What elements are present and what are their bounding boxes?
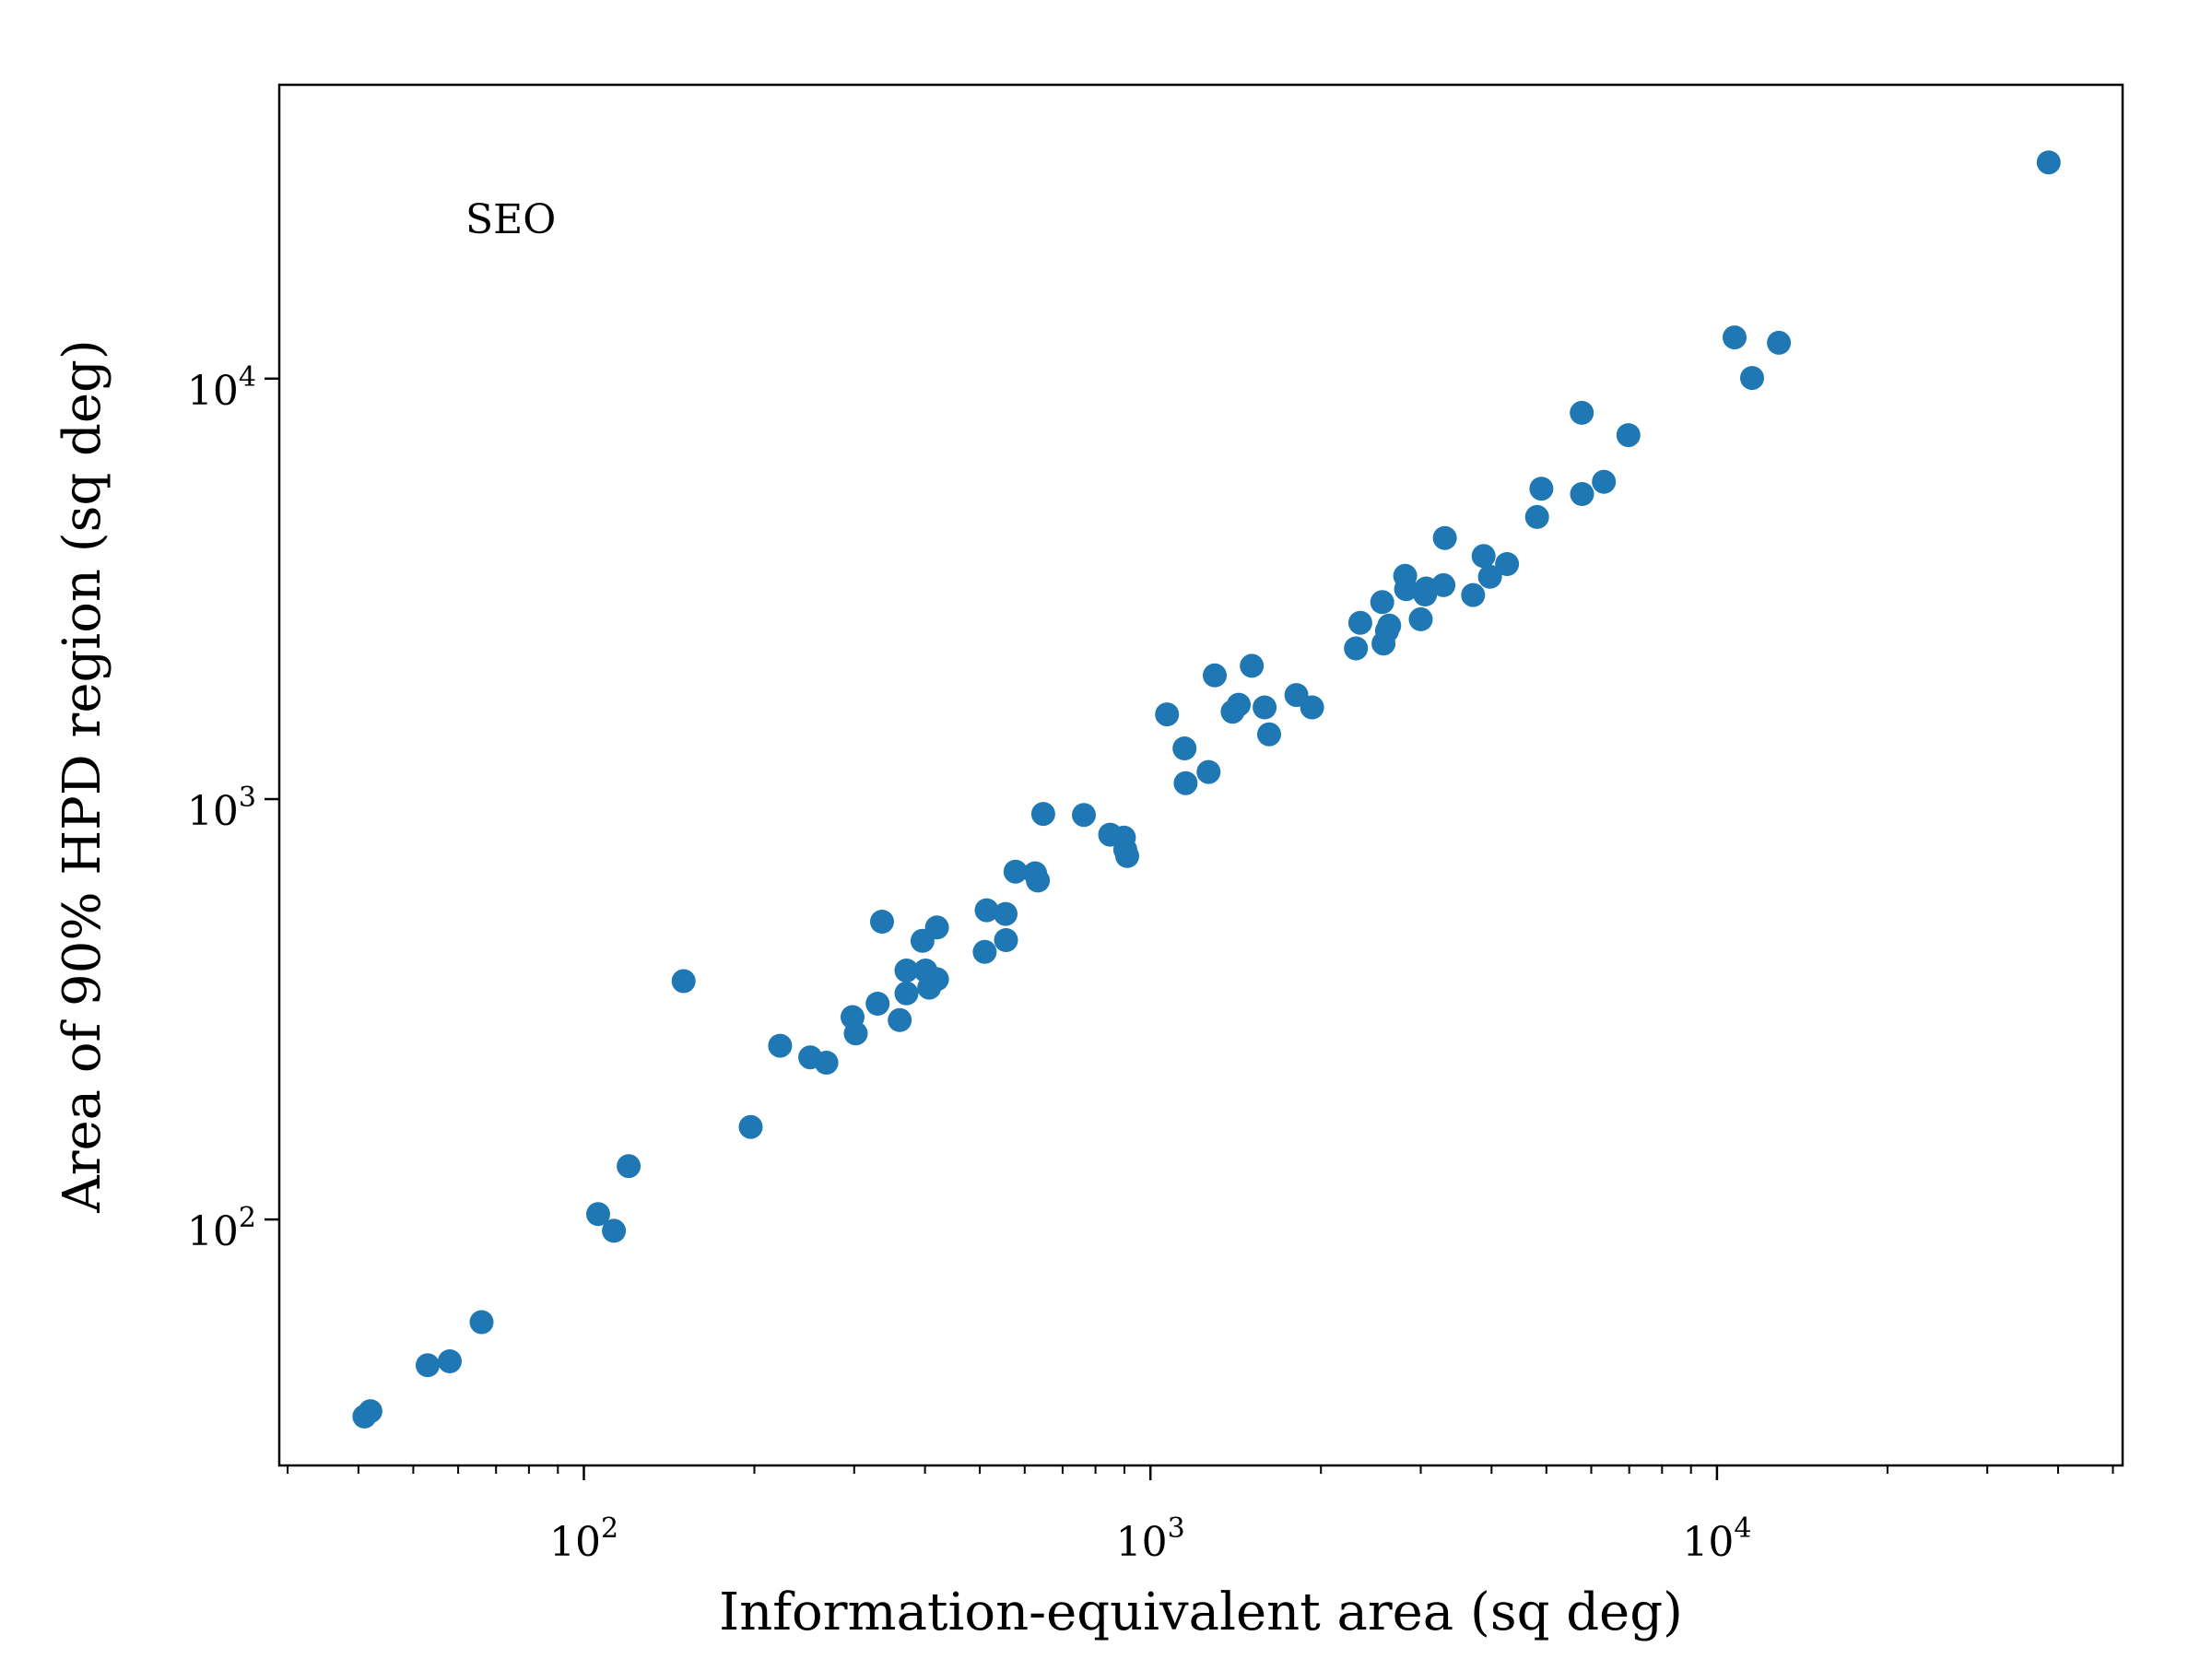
data-point (1253, 695, 1277, 720)
data-point (1227, 692, 1251, 717)
data-point (469, 1310, 494, 1335)
data-point (1432, 525, 1457, 550)
data-point (894, 981, 919, 1006)
data-point (1740, 366, 1764, 391)
data-point (1767, 330, 1792, 355)
data-point (924, 967, 949, 992)
y-tick-label: 103 (187, 782, 256, 835)
data-point (1471, 544, 1496, 569)
series-annotation: SEO (465, 196, 556, 243)
plot-frame (277, 83, 2124, 1467)
data-point (1173, 771, 1198, 795)
data-point (586, 1202, 610, 1227)
data-point (1344, 636, 1369, 661)
data-point (1524, 504, 1549, 529)
data-point (602, 1218, 627, 1243)
data-point (1477, 564, 1502, 589)
x-axis-title: Information-equivalent area (sq deg) (719, 1583, 1683, 1642)
data-point (671, 969, 696, 994)
data-point (1394, 577, 1418, 602)
data-point (1072, 803, 1096, 828)
data-point (924, 915, 949, 940)
data-point (1570, 482, 1594, 506)
data-point (1431, 572, 1456, 597)
data-point (738, 1114, 763, 1139)
y-tick-label: 104 (187, 361, 256, 415)
data-point (865, 992, 890, 1016)
data-point (1026, 868, 1051, 893)
data-point (1723, 325, 1747, 350)
data-point (1203, 663, 1227, 688)
data-point (994, 928, 1018, 952)
data-point (1172, 736, 1197, 760)
data-point (1003, 859, 1028, 884)
points-layer (352, 150, 2061, 1429)
data-point (617, 1154, 641, 1179)
x-minor-ticks (287, 1465, 2114, 1474)
data-point (894, 959, 919, 982)
data-point (1300, 695, 1324, 720)
x-tick-label: 104 (1682, 1512, 1751, 1566)
data-point (768, 1033, 793, 1058)
data-point (888, 1007, 912, 1032)
data-point (1196, 759, 1221, 784)
data-point (870, 910, 894, 934)
data-point (1616, 423, 1641, 448)
x-tick-label: 103 (1116, 1512, 1185, 1566)
data-point (1370, 590, 1394, 615)
data-point (1461, 582, 1486, 607)
data-point (1030, 802, 1055, 827)
data-point (972, 939, 997, 964)
data-point (814, 1051, 839, 1075)
data-point (974, 898, 999, 923)
data-point (2036, 150, 2061, 175)
y-axis-title: Area of 90% HPD region (sq deg) (53, 339, 112, 1213)
data-point (438, 1349, 462, 1373)
data-point (1408, 606, 1433, 631)
x-tick-label: 102 (549, 1512, 618, 1566)
data-point (1495, 552, 1520, 576)
major-ticks (265, 377, 1719, 1480)
data-point (1155, 702, 1180, 727)
data-point (1570, 400, 1594, 425)
data-point (1257, 722, 1281, 747)
data-point (1529, 477, 1554, 501)
data-point (1240, 653, 1265, 678)
data-point (416, 1353, 440, 1378)
data-point (1347, 610, 1372, 635)
data-point (1377, 613, 1402, 638)
y-tick-label: 102 (187, 1202, 256, 1255)
data-point (843, 1021, 868, 1046)
data-point (1592, 469, 1617, 494)
data-point (358, 1399, 382, 1424)
data-point (994, 901, 1018, 926)
data-point (1115, 843, 1139, 868)
